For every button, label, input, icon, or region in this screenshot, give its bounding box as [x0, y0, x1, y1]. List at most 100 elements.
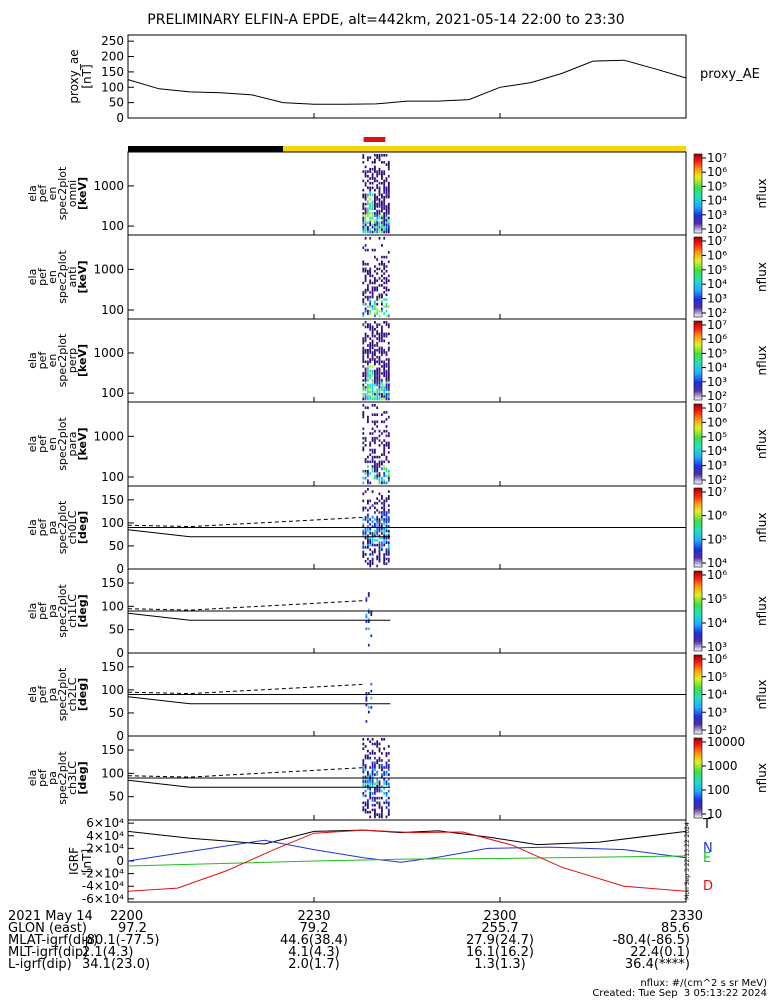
- spectrogram-cell: [367, 488, 369, 491]
- spectrogram-cell: [367, 749, 369, 753]
- spectrogram-cell: [371, 539, 374, 542]
- spectrogram-cell: [374, 813, 376, 816]
- spec-ylabel-line: pa: [46, 604, 59, 618]
- spectrogram-cell: [387, 476, 390, 480]
- colorbar-tick-label: 10⁴: [707, 361, 727, 375]
- spectrogram-cell: [369, 207, 372, 210]
- spectrogram-cell: [387, 221, 390, 224]
- spectrogram-cell: [383, 312, 386, 315]
- spectrogram-cell: [378, 785, 381, 788]
- footer-ephemeris-value: 1.3(1.3): [474, 957, 526, 972]
- spectrogram-cell: [374, 328, 376, 331]
- spectrogram-cell: [362, 436, 365, 440]
- spectrogram-cell: [367, 539, 369, 542]
- spectrogram-cell: [369, 553, 372, 556]
- spectrogram-cell: [374, 200, 376, 204]
- spectrogram-cell: [362, 780, 365, 783]
- spectrogram-cell: [371, 174, 374, 178]
- spectrogram-cell: [371, 560, 374, 563]
- spectrogram-cell: [385, 515, 388, 519]
- spectrogram-cell: [383, 393, 386, 396]
- spectrogram-cell: [371, 761, 374, 765]
- spectrogram-cell: [381, 154, 383, 157]
- spectrogram-cell: [378, 465, 381, 468]
- spectrogram-cell: [364, 406, 367, 409]
- spec-ytick-label: 150: [101, 576, 124, 590]
- spectrogram-cell: [362, 782, 365, 786]
- spec-ylabel-text: pef: [36, 685, 49, 704]
- spectrogram-cell: [362, 555, 365, 558]
- spectrogram-cell: [387, 745, 390, 748]
- spectrogram-cell: [387, 444, 390, 447]
- spectrogram-cell: [387, 202, 390, 206]
- spectrogram-cell: [378, 216, 381, 220]
- spectrogram-cell: [378, 444, 381, 447]
- spectrogram-cell: [376, 785, 379, 788]
- spectrogram-cell: [385, 520, 388, 524]
- spectrogram-cell: [367, 288, 369, 292]
- spectrogram-cell: [364, 436, 367, 440]
- spectrogram-cell: [378, 527, 381, 531]
- spec-ylabel-line: en: [46, 270, 59, 284]
- spec-ytick-label: 1000: [93, 262, 124, 276]
- spec-ylabel-text: ch2LC: [66, 677, 79, 711]
- spectrogram-cell: [387, 367, 390, 371]
- spectrogram-cell: [385, 429, 388, 433]
- spectrogram-cell: [385, 334, 388, 338]
- spectrogram-cell: [369, 792, 372, 795]
- spec-ylabel-text: para: [66, 432, 79, 457]
- colorbar: [693, 403, 703, 485]
- spectrogram-cell: [367, 156, 369, 159]
- spectrogram-cell: [385, 321, 388, 324]
- spectrogram-cell: [362, 441, 365, 445]
- footer-ephemeris-value: 79.2: [299, 921, 329, 936]
- spectrogram-cell: [387, 497, 390, 500]
- spectrogram-cell: [385, 773, 388, 776]
- spectrogram-cell: [381, 420, 383, 424]
- spectrogram-cell: [383, 782, 386, 786]
- spectrogram-cell: [369, 274, 372, 278]
- spectrogram-cell: [383, 179, 386, 183]
- timebar-segment: [128, 146, 283, 152]
- spectrogram-cell: [383, 787, 386, 790]
- spectrogram-cell: [369, 167, 372, 171]
- spectrogram-cell: [370, 696, 373, 700]
- spectrogram-cell: [371, 808, 374, 812]
- colorbar-tick-label: 10⁵: [707, 532, 727, 546]
- spectrogram-cell: [369, 756, 372, 760]
- spectrogram-cell: [371, 365, 374, 368]
- spectrogram-cell: [387, 534, 390, 538]
- spectrogram-cell: [385, 277, 388, 280]
- spectrogram-cell: [371, 334, 374, 338]
- spectrogram-cell: [387, 536, 390, 540]
- xaxis-tick-label: 2200: [110, 909, 144, 924]
- spectrogram-cell: [383, 321, 386, 324]
- spectrogram-cell: [383, 474, 386, 478]
- spectrogram-cell: [376, 355, 379, 359]
- spectrogram-cell: [374, 789, 376, 793]
- spectrogram-cell: [362, 323, 365, 326]
- spectrogram-cell: [367, 386, 369, 389]
- spectrogram-cell: [387, 279, 390, 282]
- spec-ylabel-line: ela: [26, 436, 39, 453]
- spec-ylabel-text: pef: [36, 351, 49, 370]
- spectrogram-cell: [367, 179, 369, 183]
- spectrogram-cell: [367, 309, 369, 313]
- spectrogram-cell: [383, 395, 386, 398]
- colorbar-tick-label: 10⁴: [707, 194, 727, 208]
- spectrogram-cell: [364, 207, 367, 210]
- spectrogram-cell: [376, 472, 379, 475]
- spectrogram-cell: [376, 564, 379, 568]
- spectrogram-cell: [374, 550, 376, 554]
- spectrogram-cell: [362, 546, 365, 549]
- spectrogram-cell: [369, 448, 372, 452]
- spectrogram-cell: [381, 348, 383, 352]
- spectrogram-cell: [385, 536, 388, 540]
- spectrogram-cell: [378, 293, 381, 297]
- spectrogram-cell: [371, 383, 374, 387]
- spectrogram-cell: [362, 432, 365, 435]
- spectrogram-cell: [385, 383, 388, 387]
- spectrogram-cell: [371, 205, 374, 208]
- spectrogram-cell: [387, 348, 390, 352]
